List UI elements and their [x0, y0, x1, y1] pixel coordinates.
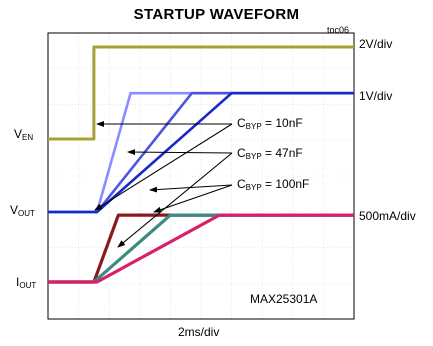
device-label: MAX25301A — [250, 292, 318, 306]
v-out-scale-label: 1V/div — [359, 89, 393, 103]
annotation-cbyp-10nf: CBYP = 10nF — [237, 116, 303, 131]
chart-title: STARTUP WAVEFORM — [133, 6, 300, 23]
trace-i-out-100nf — [48, 213, 354, 284]
annotation-arrow — [153, 184, 233, 213]
annotation-cbyp-47nf: CBYP = 47nF — [237, 146, 303, 161]
i-out-scale-label: 500mA/div — [359, 209, 416, 223]
annotation-cbyp-100nf: CBYP = 100nF — [237, 177, 310, 192]
annotation-arrow — [149, 184, 233, 193]
annotation-arrow — [94, 123, 233, 211]
v-en-scale-label: 2V/div — [359, 37, 393, 51]
scope-grid — [48, 33, 354, 319]
time-scale-label: 2ms/div — [178, 325, 220, 339]
plot-border — [47, 32, 355, 320]
v-out-label: VOUT — [10, 203, 35, 218]
annotation-arrow — [117, 152, 233, 248]
annotation-arrow — [127, 149, 233, 156]
trace-v-en — [48, 45, 354, 141]
figure-tag: toc06 — [327, 25, 350, 35]
i-out-label: IOUT — [16, 275, 37, 290]
annotation-arrows — [94, 121, 233, 248]
v-en-label: VEN — [14, 127, 34, 142]
